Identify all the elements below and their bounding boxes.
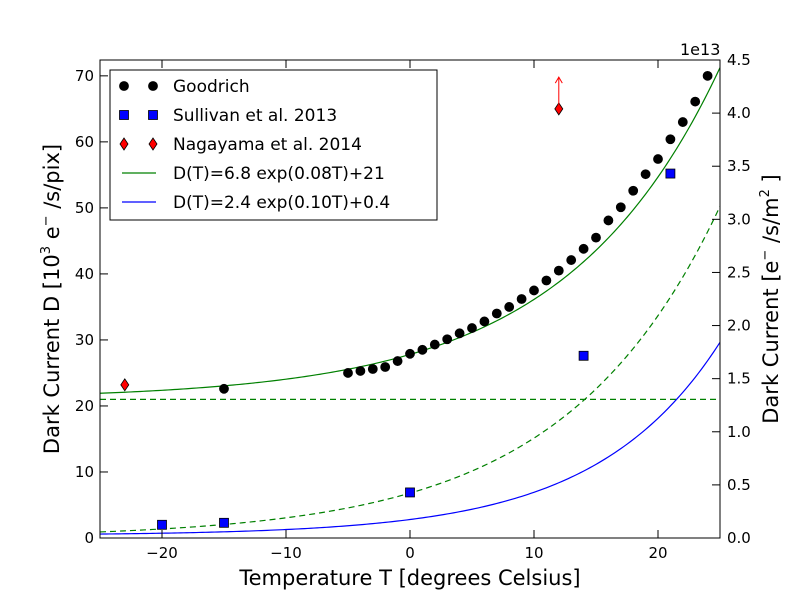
data-point [219, 517, 229, 528]
y2-tick-label: 0.0 [727, 529, 751, 547]
data-point [591, 232, 601, 243]
data-point [479, 316, 490, 327]
y2-offset-label: 1e13 [680, 40, 720, 59]
data-point [120, 378, 130, 392]
data-point [665, 168, 676, 179]
legend-label: Nagayama et al. 2014 [173, 135, 362, 155]
data-point [615, 202, 626, 213]
lower-limit-arrow [554, 76, 563, 109]
y-tick-label: 30 [75, 331, 94, 349]
data-point [219, 383, 229, 394]
data-point [653, 154, 663, 164]
y-tick-label: 50 [75, 199, 94, 217]
y-tick-label: 60 [75, 133, 94, 151]
data-point [553, 265, 564, 276]
y2-tick-label: 1.5 [727, 370, 751, 388]
legend-label: Goodrich [173, 77, 250, 97]
y-tick-label: 20 [75, 397, 94, 415]
data-point [640, 169, 651, 180]
plot-frame [99, 59, 721, 539]
data-point [504, 302, 515, 312]
y-tick-label: 70 [75, 67, 94, 85]
data-point [690, 96, 701, 107]
y2-axis-ticks: 0.0 0.5 1.0 1.5 2.0 2.5 3.0 3.5 4.0 4.5 [712, 51, 751, 547]
data-point [566, 255, 577, 265]
legend-label: D(T)=6.8 exp(0.08T)+21 [173, 164, 385, 184]
y2-axis-label: Dark Current [e− /s/m2 ] [758, 174, 783, 423]
y-tick-label: 10 [75, 463, 94, 481]
data-point [405, 487, 415, 498]
data-point [665, 134, 676, 145]
data-point [603, 215, 614, 226]
legend-marker [148, 81, 158, 91]
y2-tick-label: 3.0 [727, 210, 751, 228]
data-point [467, 323, 477, 333]
legend-frame [109, 69, 438, 221]
y-tick-label: 40 [75, 265, 94, 283]
data-point [417, 344, 428, 355]
legend-marker [148, 110, 158, 120]
data-point [157, 519, 167, 530]
y2-tick-label: 4.0 [727, 104, 751, 122]
legend-label: Sullivan et al. 2013 [173, 106, 337, 126]
y2-tick-label: 3.5 [727, 157, 751, 175]
data-point [405, 348, 415, 359]
series-goodrich [219, 70, 713, 394]
y-axis-ticks: 0 10 20 30 40 50 60 70 [75, 67, 108, 547]
arrow-head [554, 76, 563, 84]
y2-tick-label: 1.0 [727, 423, 751, 441]
x-tick-label: −10 [270, 544, 302, 562]
data-point [392, 356, 403, 366]
data-point [454, 328, 465, 339]
data-point [442, 334, 453, 345]
data-point [380, 362, 391, 372]
data-point [367, 364, 378, 374]
data-point [343, 368, 353, 378]
legend-marker [119, 110, 129, 120]
x-tick-label: 20 [648, 544, 667, 562]
y-axis-label: Dark Current D [103 e− /s/pix] [39, 144, 64, 454]
x-axis-ticks: −20 −10 0 10 20 [146, 60, 668, 562]
y2-tick-label: 4.5 [727, 51, 751, 69]
legend: Goodrich Sullivan et al. 2013 Nagayama et … [109, 69, 438, 221]
x-axis-label: Temperature T [degrees Celsius] [238, 566, 580, 590]
fit-line-blue [100, 341, 720, 535]
data-point [516, 294, 527, 304]
series-sullivan [157, 168, 676, 530]
data-point [702, 70, 713, 81]
x-tick-label: 10 [524, 544, 543, 562]
y-tick-label: 0 [84, 529, 94, 547]
plot-content [100, 67, 720, 535]
y2-tick-label: 2.0 [727, 317, 751, 335]
y2-tick-label: 2.5 [727, 263, 751, 281]
data-point [355, 366, 366, 376]
x-tick-label: −20 [146, 544, 178, 562]
x-tick-label: 0 [405, 544, 415, 562]
y2-tick-label: 0.5 [727, 476, 751, 494]
data-point [578, 243, 589, 254]
data-point [541, 275, 552, 286]
data-point [677, 117, 688, 127]
legend-label: D(T)=2.4 exp(0.10T)+0.4 [173, 193, 390, 213]
data-point [628, 185, 639, 196]
data-point [429, 339, 440, 350]
data-point [529, 285, 539, 296]
legend-marker [119, 137, 129, 151]
data-point [491, 308, 502, 319]
data-point [578, 350, 589, 361]
legend-marker [148, 137, 158, 151]
legend-marker [119, 81, 129, 91]
